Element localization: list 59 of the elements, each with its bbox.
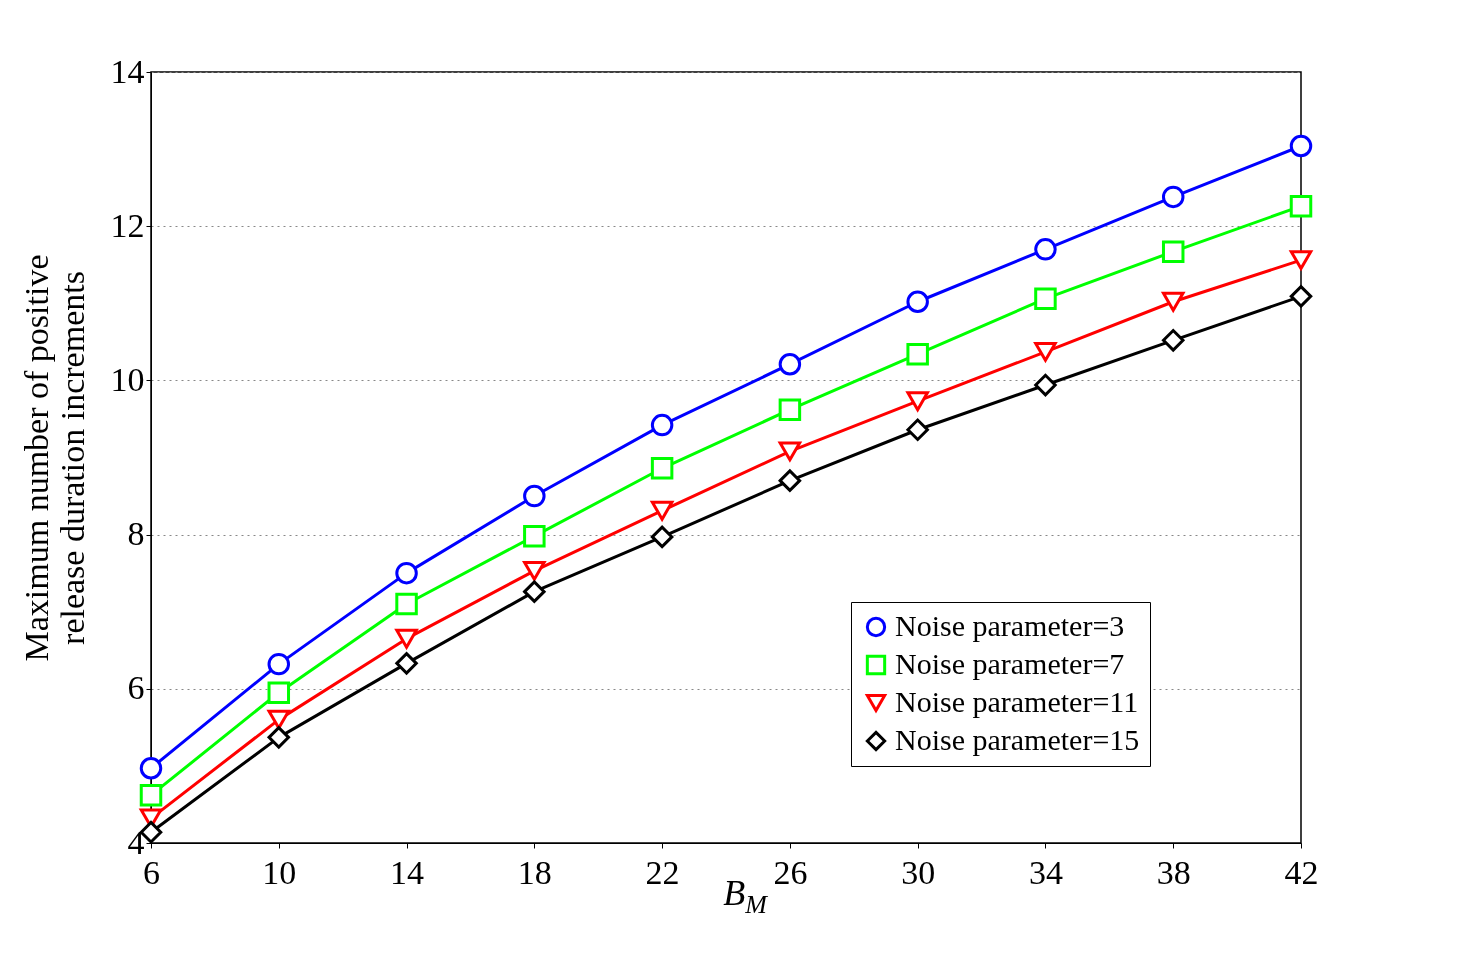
y-tick-label: 12 xyxy=(110,206,145,244)
point xyxy=(778,398,802,421)
legend-label: Noise parameter=11 xyxy=(895,685,1139,718)
point xyxy=(395,628,418,649)
point xyxy=(1289,194,1313,218)
point xyxy=(1289,250,1313,271)
x-axis-title: B$_{M}$ xyxy=(723,873,767,920)
point xyxy=(906,418,929,441)
x-tick-label: 10 xyxy=(262,853,297,891)
point xyxy=(1289,134,1313,158)
point xyxy=(523,484,546,508)
point xyxy=(1161,329,1185,352)
point xyxy=(139,783,163,807)
point xyxy=(1034,238,1057,261)
point xyxy=(1161,240,1185,263)
point xyxy=(1034,341,1057,362)
legend-label: Noise parameter=15 xyxy=(895,723,1140,756)
x-tick-label: 26 xyxy=(773,853,808,891)
y-tick-label: 14 xyxy=(110,52,145,90)
x-tick-label: 34 xyxy=(1028,853,1063,891)
x-tick-label: 38 xyxy=(1156,853,1191,891)
x-tick-label: 42 xyxy=(1284,853,1319,891)
point xyxy=(906,290,929,313)
point xyxy=(395,561,418,585)
x-tick-label: 22 xyxy=(645,853,680,891)
y-tick-label: 6 xyxy=(127,669,145,707)
point xyxy=(523,524,546,548)
y-tick-label: 8 xyxy=(127,515,145,553)
point xyxy=(395,652,418,675)
legend-label: Noise parameter=7 xyxy=(895,647,1125,680)
x-tick-label: 14 xyxy=(390,853,425,891)
point xyxy=(267,726,291,749)
point xyxy=(1034,287,1057,310)
point xyxy=(650,500,674,521)
point xyxy=(267,652,291,676)
point xyxy=(523,580,546,603)
point xyxy=(523,560,546,581)
point xyxy=(395,592,418,616)
point xyxy=(1161,291,1185,312)
y-tick-label: 10 xyxy=(110,360,145,398)
y-axis-title: Maximum number of positive release duration increments xyxy=(17,254,91,662)
point xyxy=(1161,185,1185,209)
x-tick-label: 30 xyxy=(901,853,936,891)
x-tick-label: 18 xyxy=(517,853,552,891)
point xyxy=(778,441,802,462)
point xyxy=(1034,373,1057,397)
point xyxy=(906,342,929,366)
point xyxy=(1289,285,1313,308)
point xyxy=(267,681,291,704)
y-tick-label: 4 xyxy=(127,823,145,861)
point xyxy=(139,756,163,780)
point xyxy=(650,413,674,437)
point xyxy=(906,391,929,412)
point xyxy=(267,709,291,730)
point xyxy=(650,525,674,549)
point xyxy=(778,352,802,376)
legend-label: Noise parameter=3 xyxy=(895,609,1125,642)
point xyxy=(778,469,802,492)
point xyxy=(650,457,674,480)
